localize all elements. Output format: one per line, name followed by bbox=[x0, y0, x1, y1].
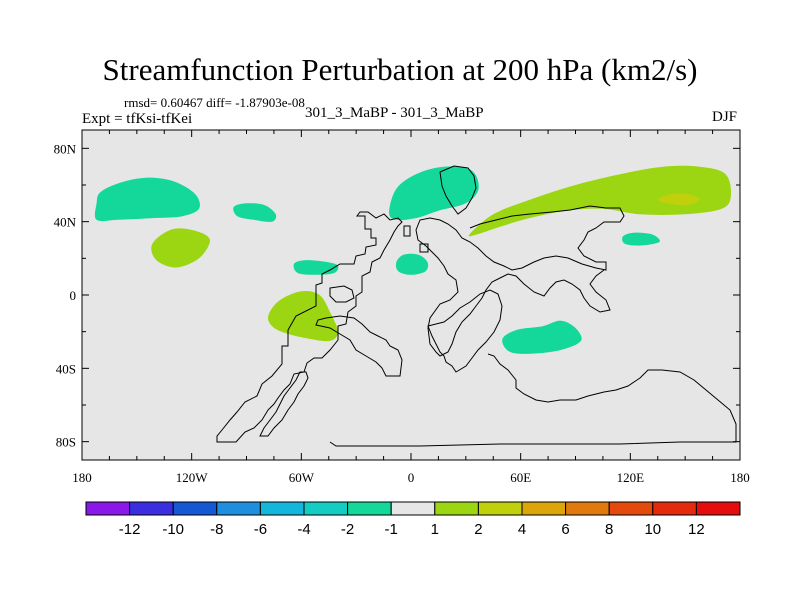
colorbar-label: 6 bbox=[561, 521, 569, 538]
colorbar-label: 2 bbox=[474, 521, 482, 538]
colorbar-label: 4 bbox=[518, 521, 526, 538]
colorbar-swatch bbox=[477, 501, 523, 516]
colorbar-label: 10 bbox=[644, 521, 661, 538]
rmsd-label: rmsd= 0.60467 diff= -1.87903e-08 bbox=[124, 95, 305, 110]
colorbar-swatch bbox=[216, 501, 261, 516]
colorbar-swatch bbox=[434, 501, 479, 516]
colorbar-swatch bbox=[652, 501, 697, 516]
contour-region-5 bbox=[389, 166, 479, 221]
season-label: DJF bbox=[712, 109, 738, 125]
colorbar-swatch bbox=[347, 501, 392, 516]
colorbar-label: -12 bbox=[119, 521, 141, 538]
colorbar-swatch bbox=[85, 501, 131, 516]
coastlines bbox=[216, 165, 737, 447]
coastline-antarctica bbox=[329, 353, 737, 447]
colorbar-swatch bbox=[390, 501, 436, 516]
colorbar-swatch bbox=[521, 501, 567, 516]
x-tick-label: 120W bbox=[176, 470, 209, 485]
contour-region-2 bbox=[233, 203, 277, 222]
colorbar-swatch bbox=[172, 501, 218, 516]
y-tick-label: 80N bbox=[54, 141, 77, 156]
x-tick-label: 60W bbox=[289, 470, 315, 485]
contour-region-9 bbox=[268, 290, 338, 342]
coastline-americas bbox=[216, 211, 403, 443]
x-tick-label: 60E bbox=[510, 470, 531, 485]
axis-ticks: 180 120W 60W 0 60E 120E 180 80N 40N 0 40S 80S bbox=[54, 130, 750, 485]
x-tick-label: 180 bbox=[72, 470, 92, 485]
colorbar-label: 8 bbox=[605, 521, 613, 538]
colorbar-label: -2 bbox=[341, 521, 354, 538]
colorbar-label: -6 bbox=[254, 521, 267, 538]
colorbar-swatch bbox=[129, 501, 174, 516]
colorbar-label: -1 bbox=[385, 521, 398, 538]
colorbar-label: -10 bbox=[162, 521, 184, 538]
center-label: 301_3_MaBP - 301_3_MaBP bbox=[305, 105, 484, 121]
colorbar-swatch bbox=[303, 501, 349, 516]
y-tick-label: 0 bbox=[70, 288, 77, 303]
x-tick-label: 0 bbox=[408, 470, 415, 485]
coastline-southern bbox=[259, 371, 309, 437]
y-tick-label: 80S bbox=[56, 435, 76, 450]
contour-region-1 bbox=[94, 177, 200, 222]
x-tick-label: 120E bbox=[617, 470, 645, 485]
colorbar-swatch bbox=[565, 501, 610, 516]
colorbar-label: -8 bbox=[210, 521, 223, 538]
colorbar-label: 12 bbox=[688, 521, 705, 538]
contour-region-4 bbox=[395, 253, 429, 275]
contour-region-7 bbox=[622, 232, 660, 246]
contour-regions bbox=[94, 165, 732, 354]
contour-region-6 bbox=[502, 320, 582, 354]
coastline-greenland bbox=[439, 165, 477, 215]
y-tick-label: 40N bbox=[54, 215, 77, 230]
coastline-africa bbox=[427, 289, 503, 373]
contour-region-8 bbox=[151, 228, 210, 268]
contour-region-10 bbox=[468, 165, 732, 237]
contour-region-11 bbox=[657, 193, 700, 206]
colorbar-swatch bbox=[259, 501, 305, 516]
y-tick-label: 40S bbox=[56, 361, 76, 376]
coastline-islands bbox=[329, 225, 429, 303]
colorbar-swatch bbox=[695, 501, 741, 516]
x-tick-label: 180 bbox=[730, 470, 750, 485]
colorbar-label: 1 bbox=[431, 521, 439, 538]
colorbar-label: -4 bbox=[297, 521, 310, 538]
colorbar-swatch bbox=[608, 501, 654, 516]
experiment-label: Expt = tfKsi-tfKei bbox=[82, 111, 193, 127]
colorbar: -12 -10 -8 -6 -4 -2 -1 1 2 4 6 8 10 12 bbox=[85, 501, 741, 538]
coastline-south-america bbox=[315, 315, 403, 377]
chart-title: Streamfunction Perturbation at 200 hPa (… bbox=[102, 52, 698, 87]
coastline-eurasia bbox=[415, 205, 625, 357]
